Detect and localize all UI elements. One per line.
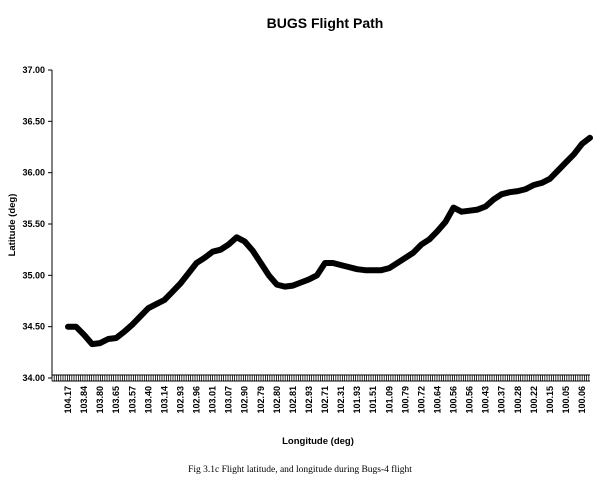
- x-tick-label: 101.51: [368, 386, 378, 414]
- x-tick-label: 102.93: [175, 386, 185, 414]
- y-tick-label: 36.00: [22, 168, 45, 178]
- y-tick-label: 34.00: [22, 373, 45, 383]
- x-tick-label: 102.96: [192, 386, 202, 414]
- x-tick-label: 103.65: [111, 386, 121, 414]
- x-tick-label: 104.17: [63, 386, 73, 414]
- x-tick-label: 100.79: [400, 386, 410, 414]
- x-tick-label: 103.57: [127, 386, 137, 414]
- x-tick-label: 103.07: [224, 386, 234, 414]
- x-tick-label: 102.80: [272, 386, 282, 414]
- x-tick-label: 100.22: [529, 386, 539, 414]
- x-tick-label: 100.06: [577, 386, 587, 414]
- x-tick-label: 100.15: [545, 386, 555, 414]
- x-tick-label: 102.71: [320, 386, 330, 414]
- y-tick-group: 34.00 34.50 35.00 35.50 36.00 36.50 37.00: [22, 65, 52, 383]
- x-tick-label: 100.72: [416, 386, 426, 414]
- x-tick-label: 100.64: [432, 386, 442, 414]
- y-tick-label: 35.00: [22, 270, 45, 280]
- x-tick-label: 100.05: [561, 386, 571, 414]
- x-tick-label: 103.84: [79, 386, 89, 414]
- x-tick-label: 101.09: [384, 386, 394, 414]
- x-tick-label: 103.01: [208, 386, 218, 414]
- x-tick-label: 100.43: [481, 386, 491, 414]
- x-tick-label: 102.90: [240, 386, 250, 414]
- x-tick-label: 100.56: [465, 386, 475, 414]
- y-tick-label: 34.50: [22, 322, 45, 332]
- x-tick-label: 102.31: [336, 386, 346, 414]
- y-axis-label: Latitude (deg): [7, 194, 18, 257]
- figure-caption: Fig 3.1c Flight latitude, and longitude …: [188, 464, 412, 475]
- x-tick-label: 100.37: [497, 386, 507, 414]
- x-tick-label: 103.40: [143, 386, 153, 414]
- latitude-series-line: [65, 134, 593, 348]
- x-tick-label: 102.93: [304, 386, 314, 414]
- x-tick-label: 100.56: [449, 386, 459, 414]
- y-tick-label: 36.50: [22, 116, 45, 126]
- x-tick-label: 101.93: [352, 386, 362, 414]
- x-tick-label: 103.80: [95, 386, 105, 414]
- x-tick-group: 104.17 103.84 103.80 103.65 103.57 103.40 103.…: [63, 386, 587, 414]
- x-tick-label: 102.79: [256, 386, 266, 414]
- x-axis-band: [51, 374, 590, 382]
- y-tick-label: 35.50: [22, 219, 45, 229]
- x-tick-label: 100.28: [513, 386, 523, 414]
- y-tick-label: 37.00: [22, 65, 45, 75]
- x-tick-label: 103.14: [159, 386, 169, 414]
- x-axis-hatch: [51, 375, 590, 381]
- x-tick-label: 102.81: [288, 386, 298, 414]
- x-axis-label: Longitude (deg): [282, 436, 354, 447]
- plot-area: 34.00 34.50 35.00 35.50 36.00 36.50 37.00 104.…: [22, 65, 593, 414]
- chart-title: BUGS Flight Path: [267, 15, 384, 31]
